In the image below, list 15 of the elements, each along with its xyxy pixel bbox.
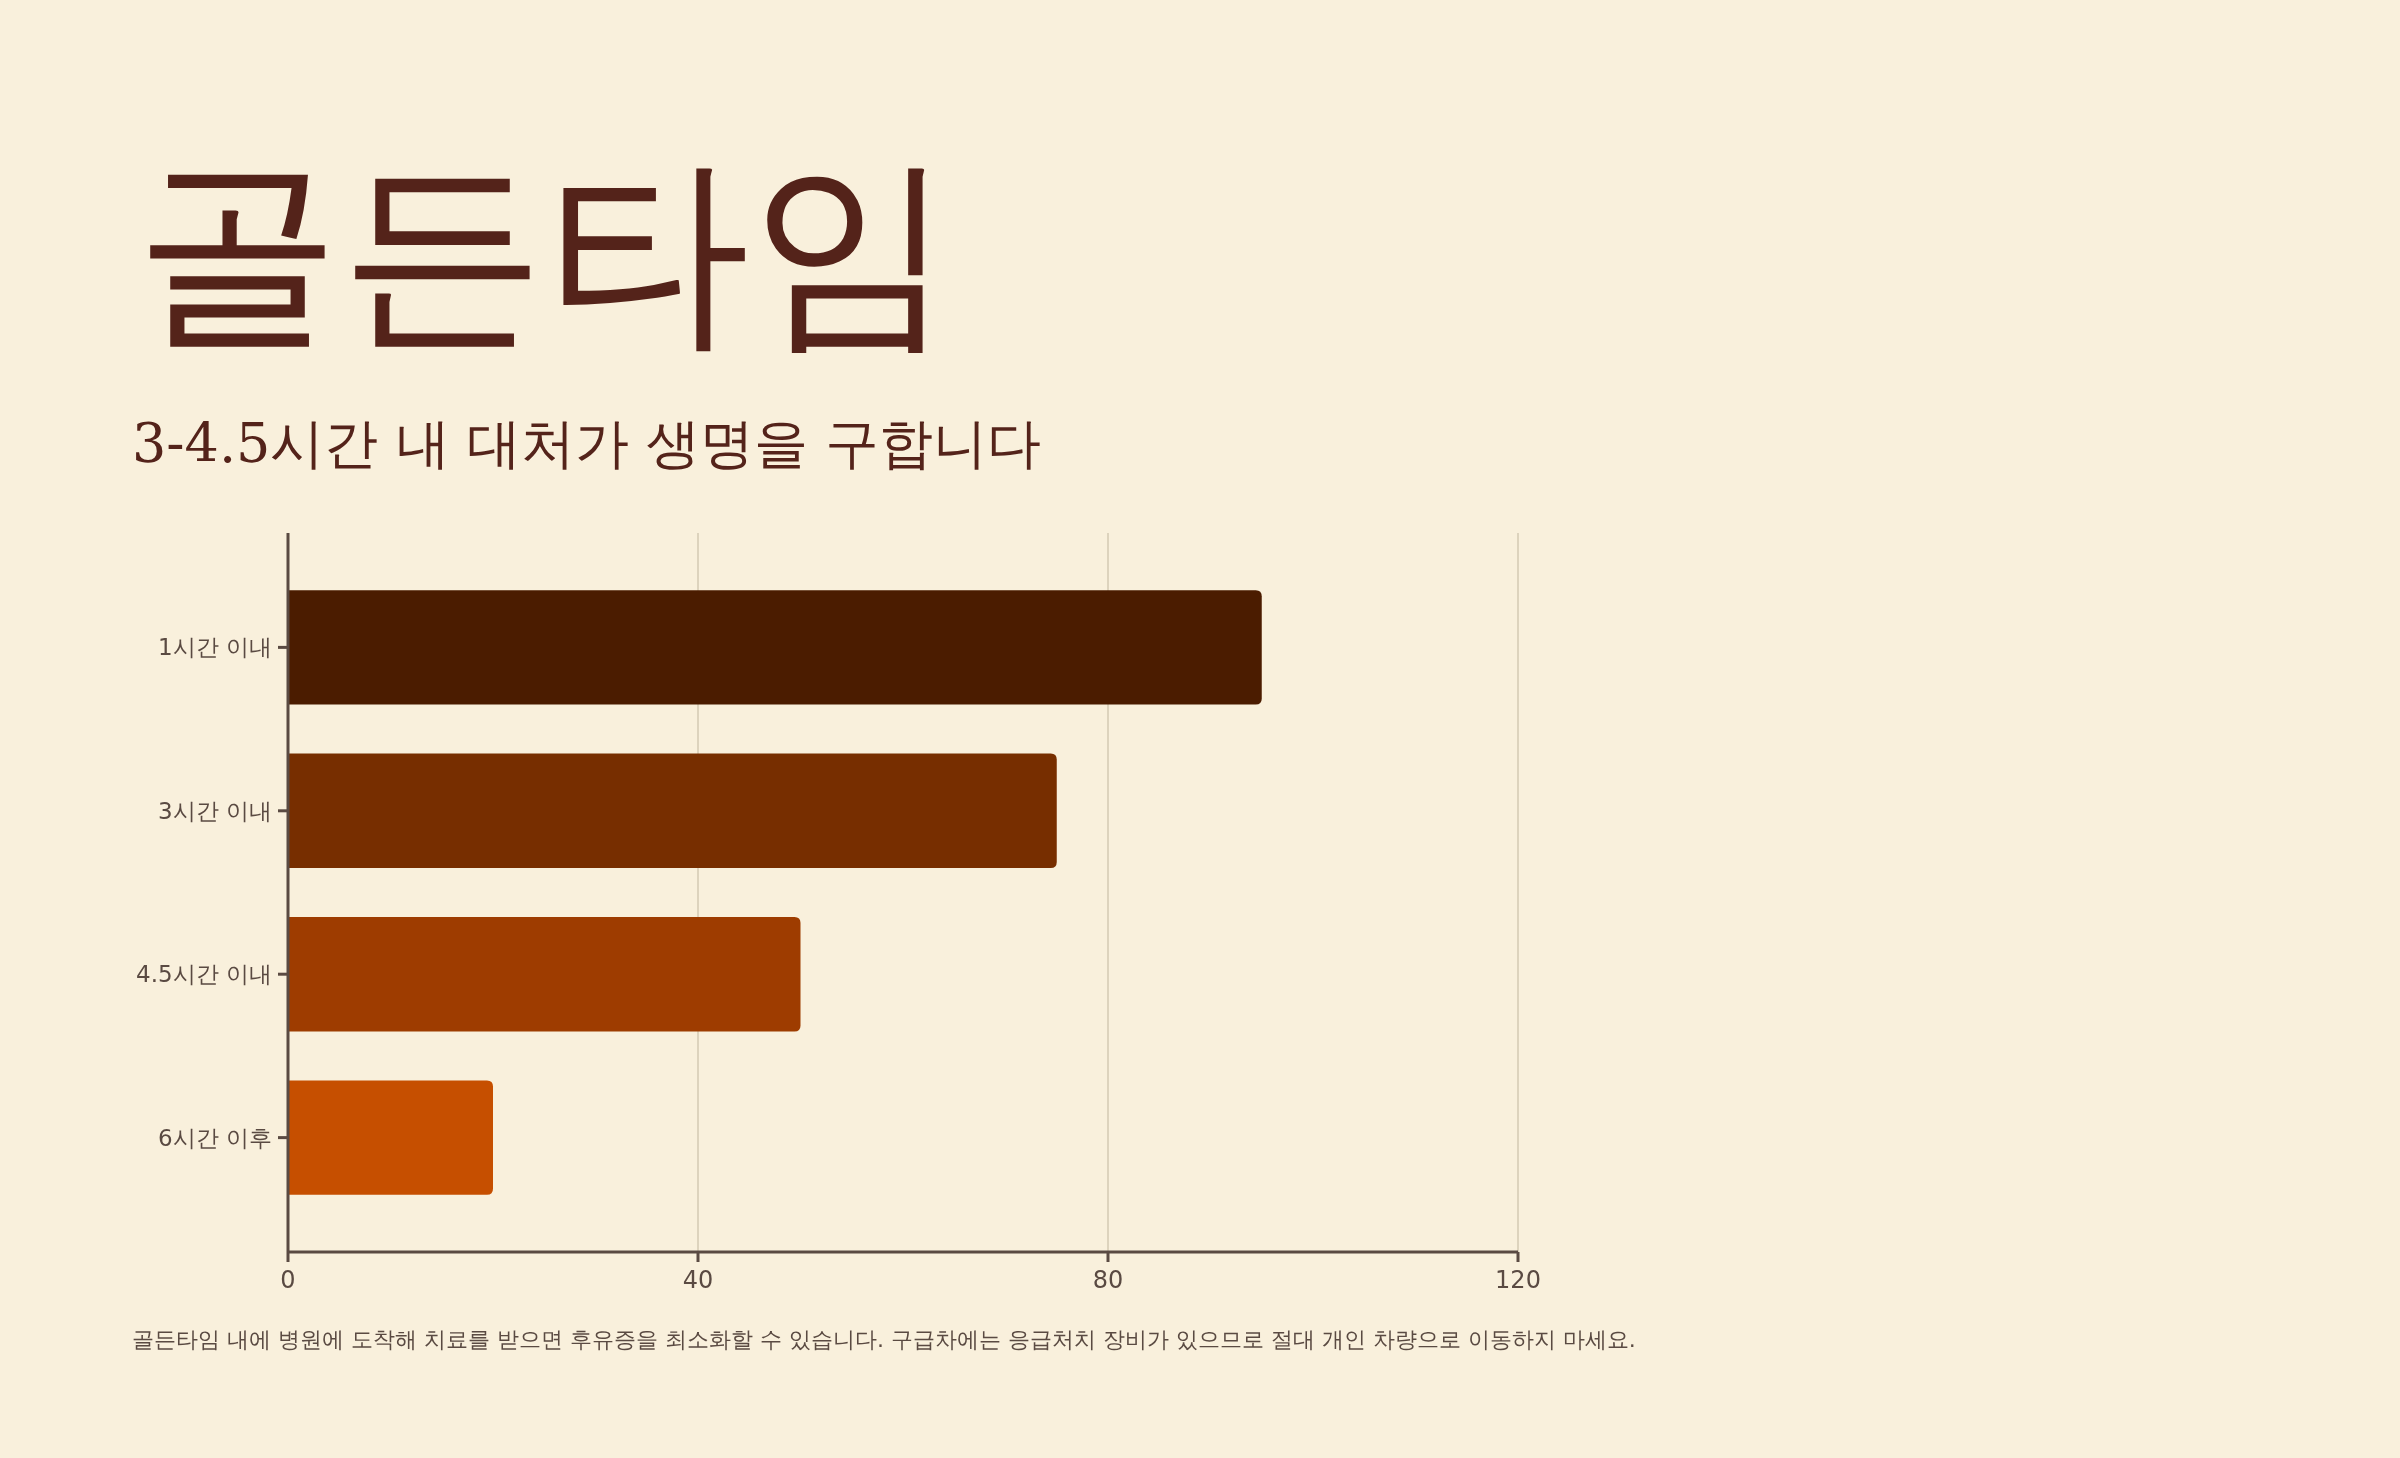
x-tick-label: 80 [1092,1266,1124,1294]
bar [288,753,1057,868]
y-tick-label: 6시간 이후 [158,1124,272,1151]
chart-title: 골든타임 [135,132,955,370]
y-tick-label: 4.5시간 이내 [136,961,272,988]
x-tick-label: 40 [682,1266,714,1294]
x-tick-label: 0 [280,1266,296,1294]
bar [288,590,1262,705]
x-tick-label: 120 [1495,1266,1541,1294]
text: 골든타임 내에 병원에 도착해 치료를 받으면 후유증을 최소화할 수 있습니다. 구급차에는 응급처치 장비가 있으므로 절대 개인 차량으로 이동하지 마세요. [132,1327,1636,1352]
bar [288,1080,493,1195]
bar [288,917,801,1032]
chart-subtitle: 3-4.5시간 내 대처가 생명을 구합니다 [132,412,1042,475]
y-tick-label: 3시간 이내 [158,797,272,824]
y-tick-label: 1시간 이내 [158,634,272,661]
